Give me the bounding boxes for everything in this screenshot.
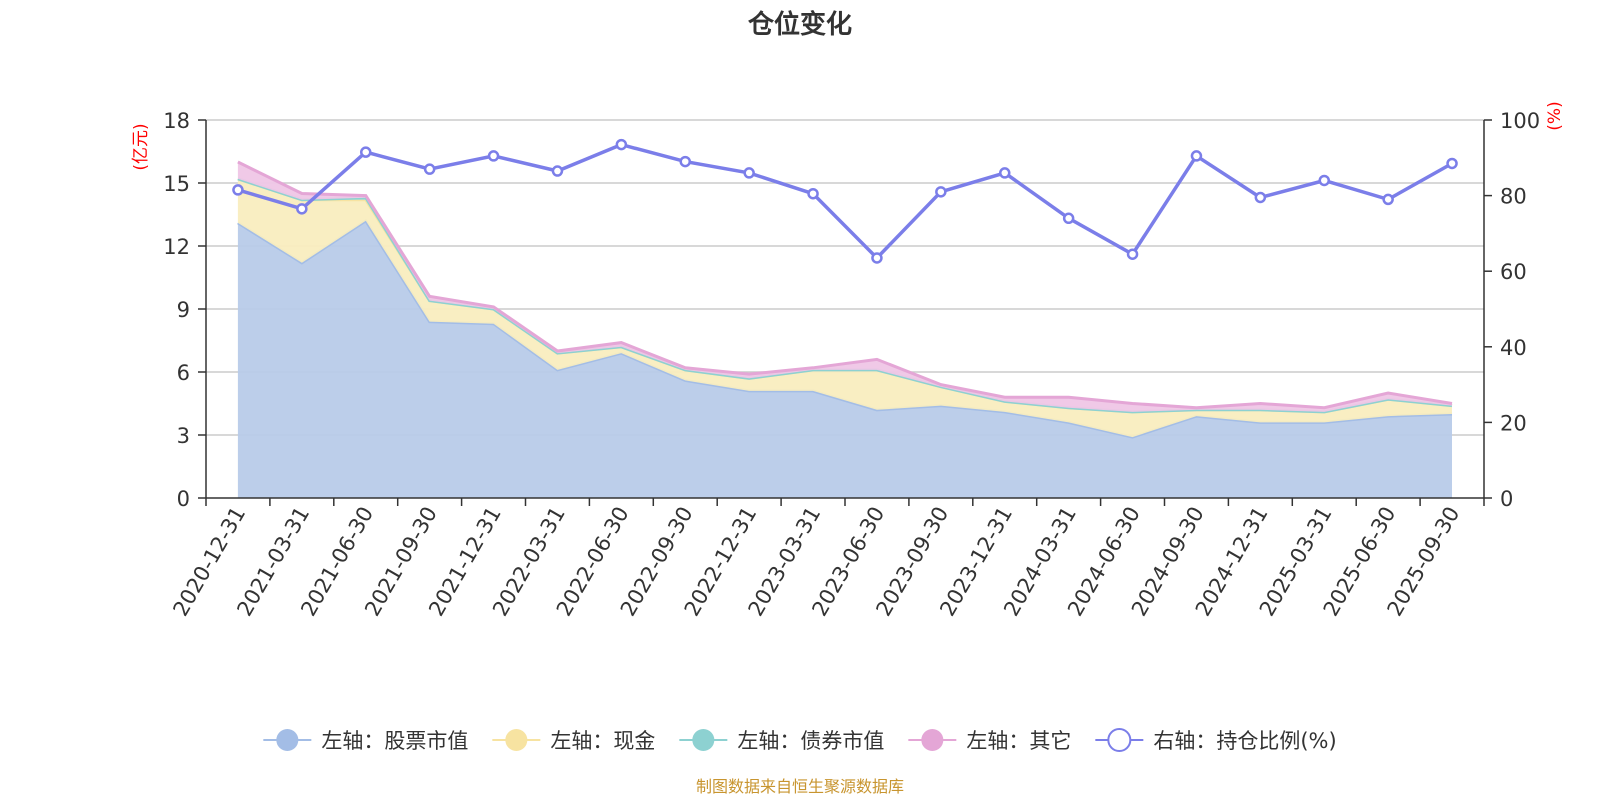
legend-item-0: 左轴：股票市值 [263,729,468,753]
right-tick-label: 80 [1500,185,1527,209]
area-series-3-top-line [237,160,1453,410]
chart-title: 仓位变化 [747,9,852,40]
area-series-0 [237,220,1452,499]
right-tick-label: 60 [1500,260,1527,284]
legend-item-4: 右轴：持仓比例(%) [1095,728,1337,753]
ratio-point [743,167,755,179]
ratio-point [871,252,883,264]
legend-marker [505,729,528,751]
left-axis-unit: (亿元) [131,123,151,170]
right-tick-label: 40 [1500,336,1527,360]
ratio-point [999,167,1011,179]
left-tick-label: 3 [177,424,190,448]
ratio-point [1190,150,1203,162]
ratio-point [296,203,308,215]
ratio-point [807,187,819,200]
legend-item-2: 左轴：债券市值 [679,729,884,753]
legend-item-3: 左轴：其它 [908,729,1071,753]
ratio-point [1254,191,1267,204]
ratio-point [1382,193,1394,206]
legend-label: 左轴：现金 [550,729,655,753]
ratio-point [1318,174,1330,187]
stacked-areas [237,160,1453,499]
right-tick-label: 20 [1500,411,1527,435]
left-tick-label: 12 [163,235,190,259]
left-tick-label: 9 [177,298,190,322]
legend-marker [1107,728,1132,752]
ratio-point [360,146,372,158]
right-axis-unit: (%) [1545,101,1565,130]
ratio-point [232,184,244,196]
legend-label: 左轴：其它 [966,729,1071,753]
area-series-0-top-line [237,218,1453,439]
ratio-point [1126,248,1139,260]
right-tick-label: 0 [1500,487,1513,511]
ratio-point [935,186,947,198]
legend-label: 右轴：持仓比例(%) [1153,729,1336,753]
ratio-point [1446,157,1458,170]
ratio-line [237,142,1453,261]
left-tick-label: 18 [163,109,190,133]
legend-marker [692,729,715,751]
data-source-note: 制图数据来自恒生聚源数据库 [696,777,904,796]
left-tick-label: 0 [177,487,190,511]
legend-item-1: 左轴：现金 [492,729,655,753]
legend: 左轴：股票市值 左轴：现金 左轴：债券市值 左轴：其它 右轴：持仓比例(%) [263,728,1337,753]
left-tick-label: 6 [177,361,190,385]
ratio-point [487,150,500,162]
legend-label: 左轴：债券市值 [737,729,884,753]
legend-label: 左轴：股票市值 [321,729,468,753]
ratio-point [423,163,436,175]
ratio-point [1062,212,1075,225]
holding-ratio-line [232,138,1458,264]
ratio-point [551,165,564,177]
ratio-point [615,138,628,151]
left-tick-label: 15 [163,172,190,196]
legend-marker [921,729,944,751]
ratio-point [679,155,691,168]
legend-marker [276,729,299,751]
right-tick-label: 100 [1500,109,1540,133]
